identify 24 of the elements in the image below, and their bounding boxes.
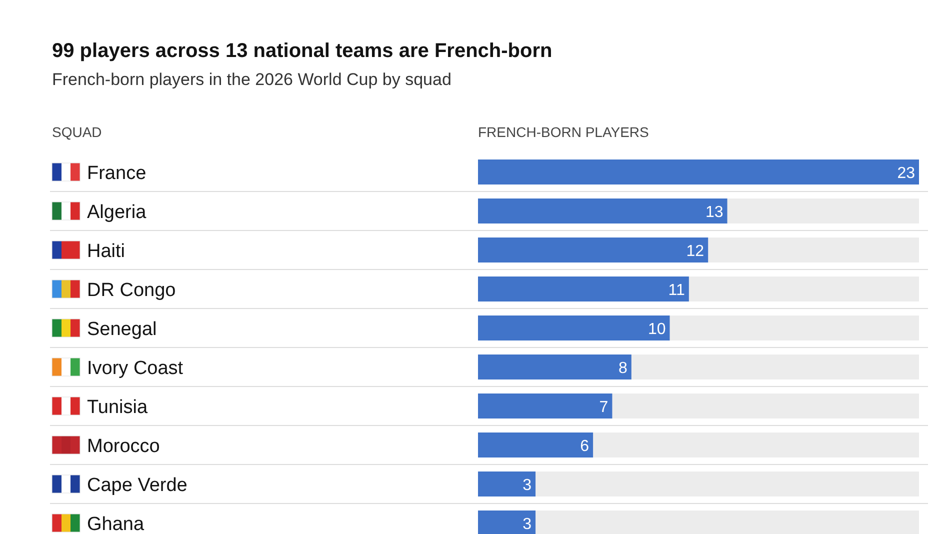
- data-label: 3: [522, 516, 532, 533]
- text: French-born players in the 2026 World Cup by squad: [52, 70, 452, 89]
- data-label: 11: [668, 282, 686, 299]
- data-label: 7: [599, 399, 608, 416]
- data-label: 6: [580, 438, 590, 455]
- y-tick-label: Cape Verde: [87, 475, 188, 496]
- y-tick-label: Ghana: [87, 514, 144, 534]
- y-tick-label: Morocco: [87, 436, 160, 457]
- data-label: 3: [522, 477, 532, 494]
- x-axis-title: FRENCH-BORN PLAYERS: [478, 124, 649, 140]
- data-label: 8: [618, 360, 628, 377]
- y-tick-label: Tunisia: [87, 397, 148, 418]
- y-tick-label: DR Congo: [87, 280, 176, 301]
- data-label: 12: [686, 243, 704, 260]
- y-tick-label: Senegal: [87, 319, 157, 340]
- y-tick-label: Haiti: [87, 241, 126, 262]
- text: 99 players across 13 national teams are French-born: [52, 40, 552, 62]
- y-axis-title: SQUAD: [52, 124, 102, 140]
- y-tick-label: France: [87, 163, 146, 184]
- data-label: 10: [648, 321, 666, 338]
- data-label: 23: [897, 165, 916, 182]
- data-label: 13: [705, 204, 724, 221]
- y-tick-label: Algeria: [87, 202, 147, 223]
- y-tick-label: Ivory Coast: [87, 358, 184, 379]
